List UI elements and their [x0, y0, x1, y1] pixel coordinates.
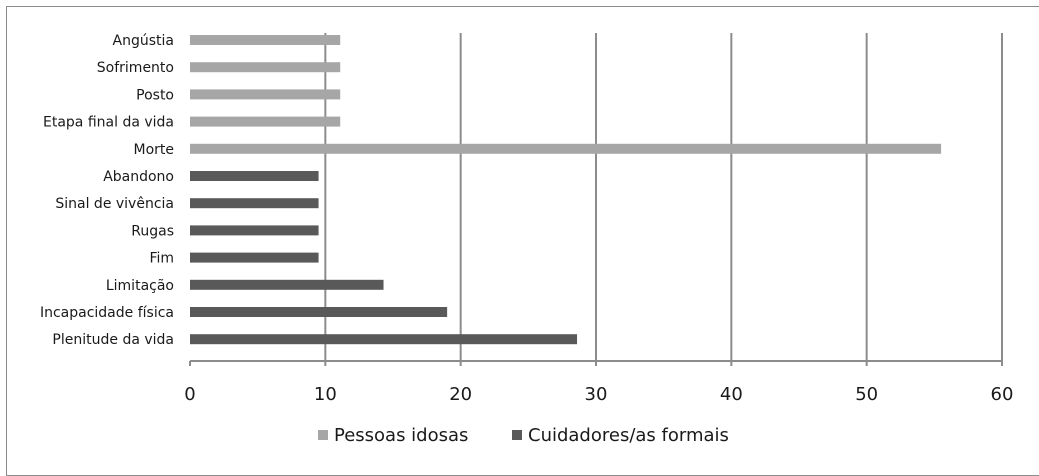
bar-pessoas-idosas-morte: [190, 143, 942, 154]
x-tick-label: 20: [449, 384, 472, 405]
bar-cuidadores-as-formais-fim: [190, 252, 319, 263]
bar-pessoas-idosas-angustia: [190, 35, 341, 45]
bar-cuidadores-as-formais-rugas: [190, 225, 319, 236]
legend-swatch-pessoas-idosas: [318, 430, 328, 440]
bar-pessoas-idosas-etapa-final-da-vida: [190, 116, 341, 127]
bar-cuidadores-as-formais-abandono: [190, 171, 319, 181]
x-tick-label: 60: [991, 384, 1014, 405]
category-label-abandono: Abandono: [103, 169, 174, 185]
x-tick-label: 40: [720, 384, 743, 405]
category-label-rugas: Rugas: [131, 223, 174, 239]
bar-chart: Angústia Sofrimento Posto Etapa final da vi…: [40, 33, 1013, 446]
bar-cuidadores-as-formais-sinal-de-vivencia: [190, 198, 319, 209]
category-labels: Angústia Sofrimento Posto Etapa final da vi…: [40, 33, 174, 348]
x-tick-label: 50: [855, 384, 878, 405]
legend: Pessoas idosas Cuidadores/as formais: [318, 425, 729, 446]
axes: [189, 360, 1003, 366]
x-tick-label: 10: [314, 384, 337, 405]
legend-label-cuidadores-as-formais: Cuidadores/as formais: [528, 425, 729, 446]
category-label-plenitude-da-vida: Plenitude da vida: [52, 332, 174, 348]
bar-cuidadores-as-formais-incapacidade-fisica: [190, 307, 448, 317]
legend-label-pessoas-idosas: Pessoas idosas: [334, 425, 468, 446]
bar-cuidadores-as-formais-limitacao: [190, 279, 384, 290]
category-label-sinal-de-vivencia: Sinal de vivência: [55, 196, 174, 212]
category-label-sofrimento: Sofrimento: [97, 60, 174, 76]
bars: [190, 35, 942, 345]
category-label-incapacidade-fisica: Incapacidade física: [40, 305, 174, 321]
x-tick-labels: 0 10 20 30 40 50 60: [184, 384, 1013, 405]
category-label-angustia: Angústia: [113, 33, 174, 49]
category-label-fim: Fim: [149, 251, 174, 267]
gridlines: [324, 33, 1003, 361]
category-label-morte: Morte: [133, 142, 174, 158]
legend-swatch-cuidadores-as-formais: [512, 430, 522, 440]
x-tick-label: 0: [184, 384, 195, 405]
category-label-limitacao: Limitação: [106, 278, 174, 294]
category-label-etapa-final-da-vida: Etapa final da vida: [43, 115, 174, 131]
bar-pessoas-idosas-sofrimento: [190, 62, 341, 73]
bar-pessoas-idosas-posto: [190, 89, 341, 100]
bar-cuidadores-as-formais-plenitude-da-vida: [190, 334, 578, 345]
x-tick-label: 30: [585, 384, 608, 405]
category-label-posto: Posto: [136, 87, 174, 103]
